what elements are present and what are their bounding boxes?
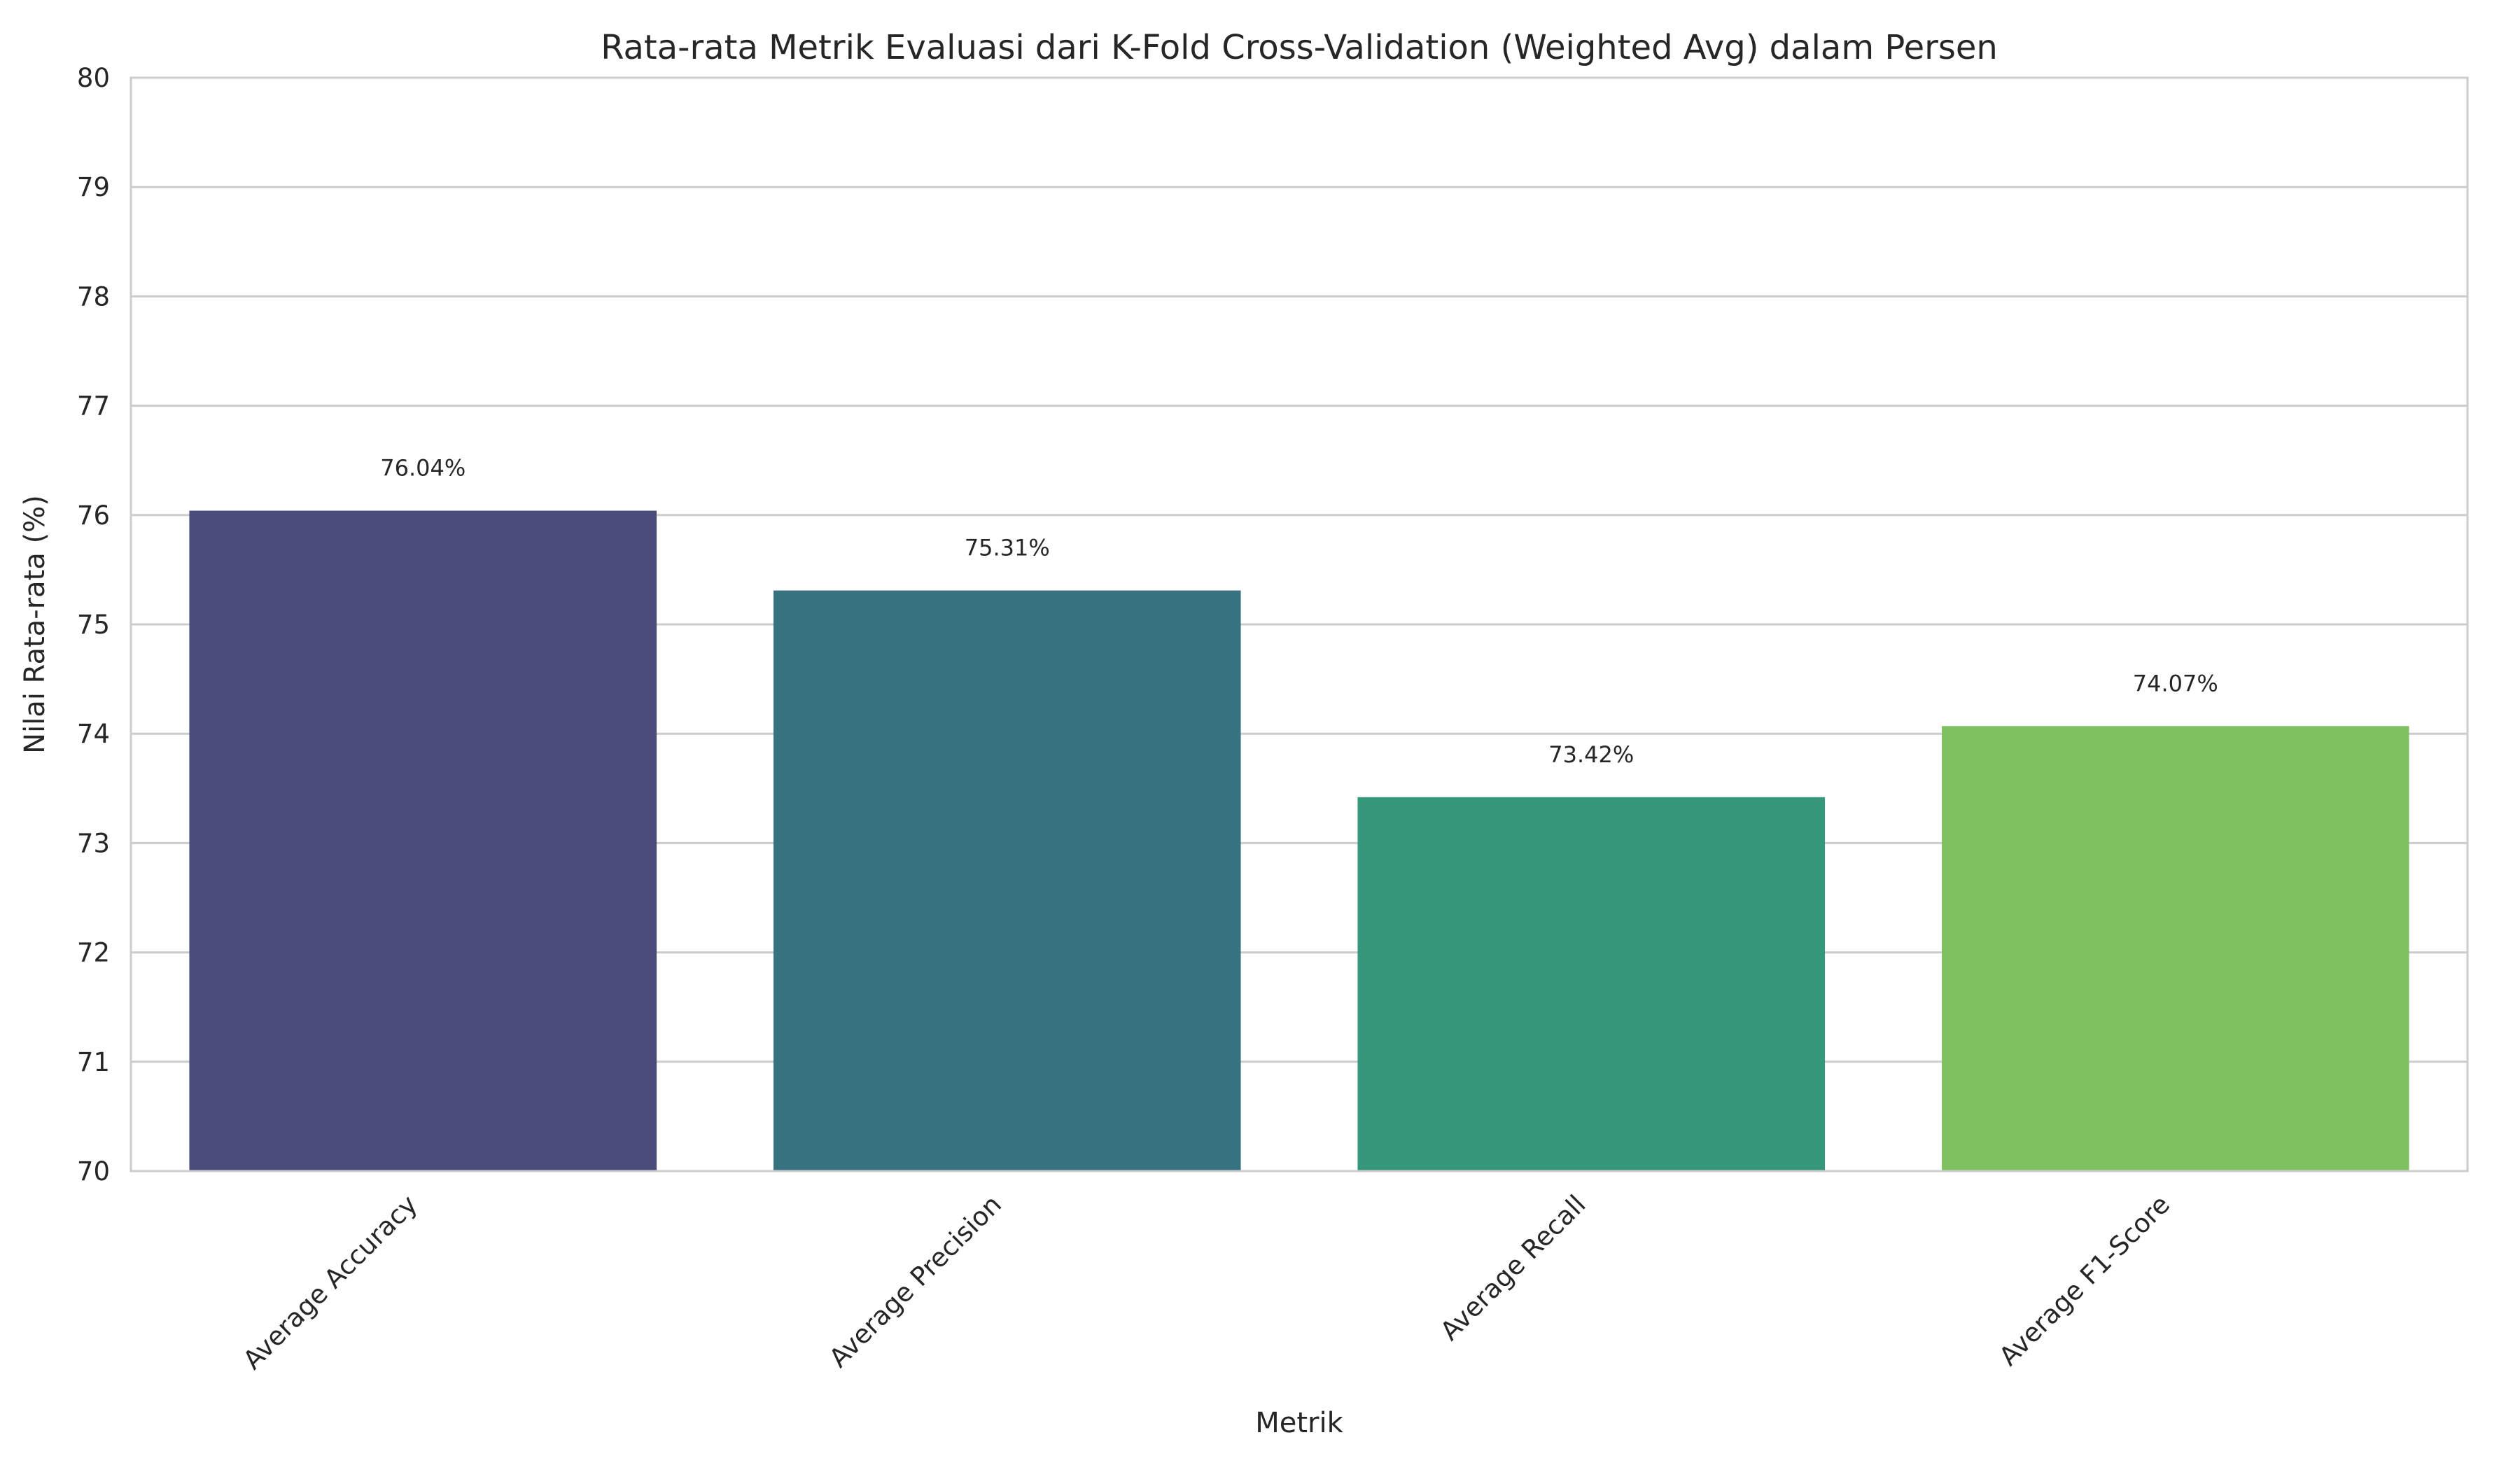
bar-value-label: 74.07% (2133, 670, 2218, 696)
bar-value-label: 73.42% (1548, 741, 1634, 768)
bar-value-label: 76.04% (380, 455, 465, 482)
bars (189, 510, 2409, 1171)
y-tick-label: 76 (77, 500, 110, 531)
bar (1357, 797, 1826, 1171)
y-tick-label: 78 (77, 281, 110, 312)
bar (189, 510, 657, 1171)
y-tick-label: 77 (77, 391, 110, 421)
y-tick-label: 75 (77, 610, 110, 640)
y-tick-labels: 70 71 72 73 74 75 76 77 78 79 80 (77, 63, 110, 1186)
plot-frame (130, 76, 2469, 1172)
y-tick-label: 72 (77, 938, 110, 968)
y-tick-label: 80 (77, 63, 110, 93)
y-tick-label: 74 (77, 719, 110, 749)
chart-title: Rata-rata Metrik Evaluasi dari K-Fold Cr… (601, 28, 1998, 67)
bar (773, 590, 1241, 1171)
bar (1941, 726, 2409, 1171)
y-tick-label: 71 (77, 1047, 110, 1077)
bar-value-label: 75.31% (965, 535, 1050, 561)
y-tick-label: 70 (77, 1156, 110, 1186)
x-axis-label: Metrik (1255, 1407, 1343, 1439)
y-tick-label: 79 (77, 172, 110, 202)
y-axis-label: Nilai Rata-rata (%) (19, 495, 51, 754)
y-tick-label: 73 (77, 828, 110, 858)
data-labels: 76.04% 75.31% 73.42% 74.07% (380, 455, 2218, 768)
